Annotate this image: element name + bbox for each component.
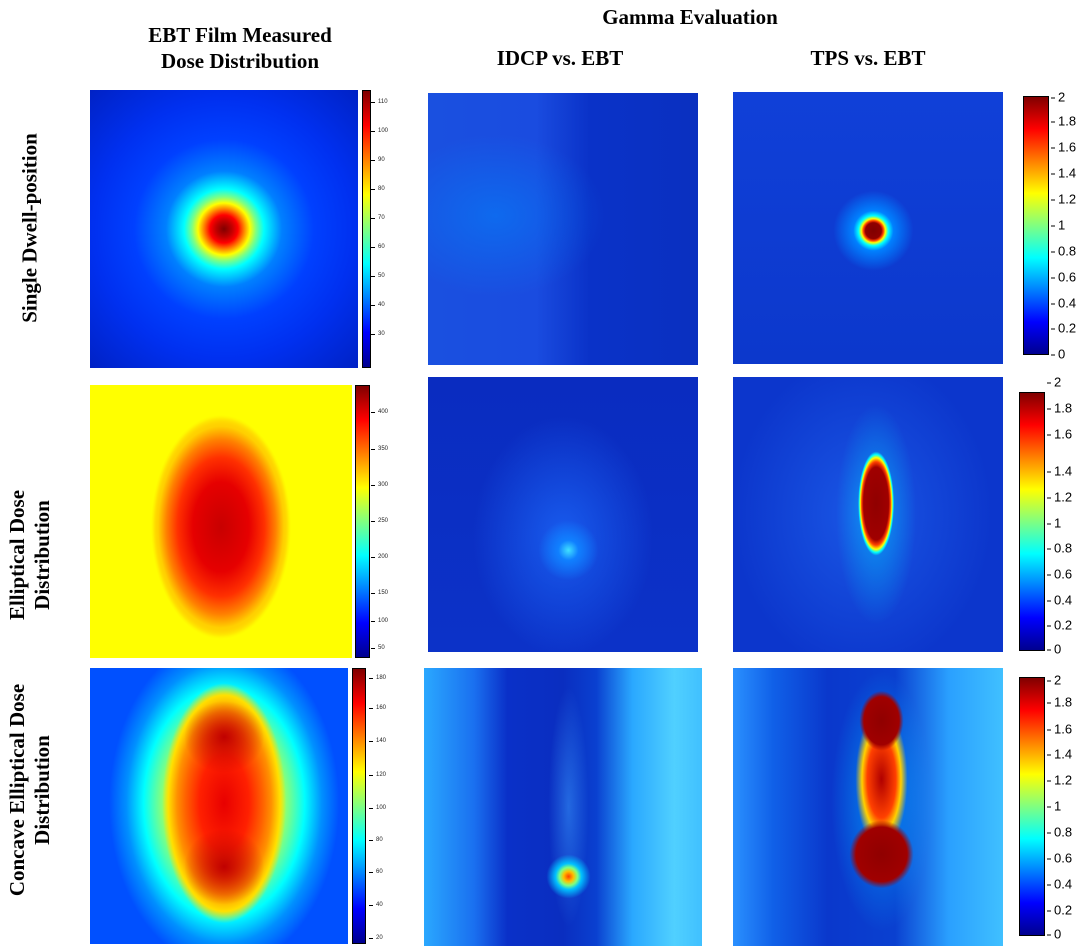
- tick: 40: [369, 902, 383, 908]
- tick: 50: [371, 645, 385, 651]
- gamma-colorbar-row1: [1023, 96, 1049, 355]
- film-map-elliptical-inner: [90, 385, 352, 658]
- film-map-concave-elliptical: [90, 668, 348, 944]
- gamma-map-idcp-single-dwell: [428, 93, 698, 365]
- gamma-map-tps-concave-elliptical: [733, 668, 1003, 946]
- tick: 100: [370, 618, 389, 624]
- tick: 20: [369, 935, 383, 941]
- tick: 1.2: [1046, 772, 1073, 788]
- tick: 300: [370, 482, 389, 488]
- tick: 0.6: [1050, 269, 1077, 285]
- tick: 60: [371, 244, 385, 250]
- row-label-single-dwell: Single Dwell-position: [17, 133, 42, 323]
- tick: 1.8: [1050, 113, 1077, 129]
- tick: 1.8: [1046, 400, 1073, 416]
- tick: 2: [1046, 374, 1062, 390]
- tick: 400: [370, 409, 389, 415]
- tick: 0.6: [1046, 566, 1073, 582]
- tick: 110: [371, 99, 388, 105]
- tick: 1: [1046, 798, 1062, 814]
- tick: 1.8: [1046, 694, 1073, 710]
- tick: 90: [371, 157, 385, 163]
- film-colorbar-row2: [355, 385, 370, 658]
- tick: 350: [370, 446, 389, 452]
- tick: 1.4: [1050, 165, 1077, 181]
- tick: 0: [1046, 641, 1062, 657]
- tick: 0: [1050, 346, 1066, 362]
- tick: 1.4: [1046, 463, 1073, 479]
- film-colorbar-row3: [352, 668, 366, 944]
- tick: 100: [370, 128, 389, 134]
- tick: 1.6: [1046, 721, 1073, 737]
- tick: 0.4: [1046, 876, 1073, 892]
- gamma-map-idcp-concave-elliptical: [424, 668, 702, 946]
- tick: 0.2: [1050, 320, 1077, 336]
- tick: 30: [371, 331, 385, 337]
- tick: 80: [369, 837, 383, 843]
- tick: 0.4: [1050, 295, 1077, 311]
- tick: 60: [369, 869, 383, 875]
- gamma-map-tps-elliptical: [733, 377, 1003, 652]
- tick: 250: [370, 518, 389, 524]
- gamma-colorbar-row3: [1019, 677, 1045, 936]
- tick: 1.6: [1046, 426, 1073, 442]
- gamma-map-tps-single-dwell: [733, 92, 1003, 364]
- tick: 120: [368, 772, 387, 778]
- film-colorbar-row1: [362, 90, 371, 368]
- film-column-header: EBT Film Measured Dose Distribution: [95, 22, 385, 74]
- tick: 100: [368, 805, 387, 811]
- gamma-map-idcp-elliptical: [428, 377, 698, 652]
- tick: 0.8: [1046, 540, 1073, 556]
- tick: 140: [368, 738, 387, 744]
- tick: 0.2: [1046, 902, 1073, 918]
- tick: 0.6: [1046, 850, 1073, 866]
- tick: 0.8: [1046, 824, 1073, 840]
- tps-column-header: TPS vs. EBT: [810, 46, 926, 70]
- tick: 1.4: [1046, 746, 1073, 762]
- tick: 80: [371, 186, 385, 192]
- tick: 200: [370, 554, 389, 560]
- tick: 2: [1046, 672, 1062, 688]
- tick: 40: [371, 302, 385, 308]
- tick: 70: [371, 215, 385, 221]
- gamma-colorbar-row2: [1019, 392, 1045, 651]
- tick: 1.6: [1050, 139, 1077, 155]
- tick: 0.8: [1050, 243, 1077, 259]
- tick: 1: [1050, 217, 1066, 233]
- idcp-column-header: IDCP vs. EBT: [496, 46, 624, 70]
- tick: 150: [370, 590, 389, 596]
- gamma-evaluation-header: Gamma Evaluation: [602, 5, 778, 29]
- tick: 1: [1046, 515, 1062, 531]
- tick: 1.2: [1046, 489, 1073, 505]
- tick: 2: [1050, 89, 1066, 105]
- tick: 160: [368, 705, 387, 711]
- tick: 180: [368, 675, 387, 681]
- row-label-elliptical: Elliptical Dose Distribution: [5, 489, 54, 621]
- tick: 50: [371, 273, 385, 279]
- tick: 0.4: [1046, 592, 1073, 608]
- film-header-line2: Dose Distribution: [160, 49, 320, 73]
- row-label-concave-elliptical: Concave Elliptical Dose Distribution: [5, 683, 54, 897]
- tick: 0: [1046, 926, 1062, 942]
- film-header-line1: EBT Film Measured: [148, 23, 332, 47]
- tick: 0.2: [1046, 617, 1073, 633]
- tick: 1.2: [1050, 191, 1077, 207]
- film-map-single-dwell: [90, 90, 358, 368]
